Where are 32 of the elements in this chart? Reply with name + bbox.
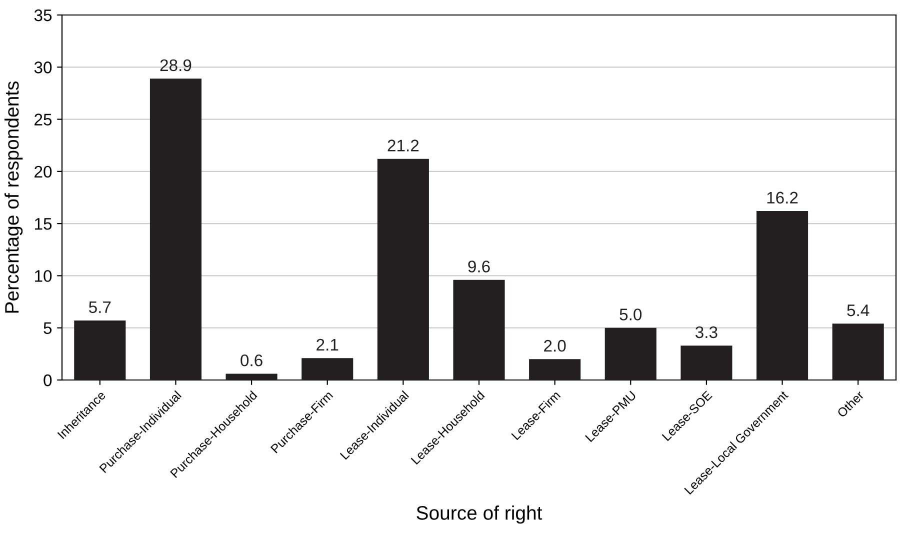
bar [832,324,884,380]
x-axis-title: Source of right [416,506,542,524]
y-axis-title: Percentage of respondents [4,81,23,313]
bar [377,158,429,380]
data-label: 2.0 [544,340,566,352]
data-label: 16.2 [767,192,798,204]
bar [150,78,202,380]
data-label: 2.1 [316,338,338,350]
bar [680,346,732,380]
bar [226,374,278,380]
y-tick-label: 0 [44,374,52,386]
y-tick-label: 30 [34,62,52,74]
bar [529,359,581,380]
bar [302,358,354,380]
bar [453,280,505,380]
y-tick-label: 25 [34,114,52,126]
y-tick-label: 10 [35,270,52,282]
data-label: 5.4 [847,304,870,316]
data-label: 9.6 [468,260,490,272]
data-label: 3.3 [696,326,718,338]
y-tick-label: 20 [34,166,52,178]
data-label: 5.7 [88,301,111,314]
bar [756,211,808,380]
y-tick-label: 35 [34,9,52,22]
data-label: 21.2 [388,140,419,152]
y-tick-label: 5 [44,322,52,334]
bar [74,320,126,380]
data-label: 0.6 [240,354,262,366]
data-label: 28.9 [160,59,192,72]
bar [604,328,656,380]
y-tick-label: 15 [35,218,52,230]
data-label: 5.0 [620,308,642,320]
